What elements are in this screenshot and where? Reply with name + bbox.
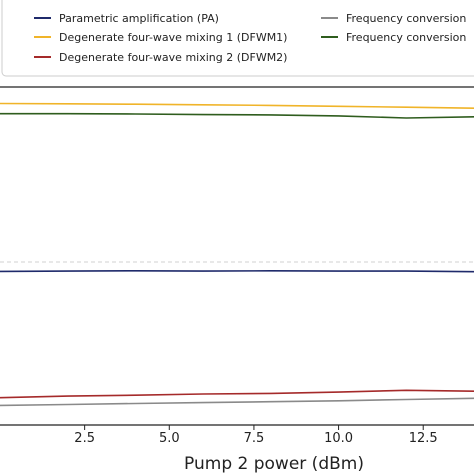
legend-entry: Parametric amplification (PA) <box>59 12 219 25</box>
series-line <box>0 389 474 399</box>
series-line <box>0 269 474 273</box>
x-tick-label: 12.5 <box>409 431 438 446</box>
legend: Parametric amplification (PA) Degenerate … <box>1 0 474 77</box>
x-tick-label: 2.5 <box>74 431 95 446</box>
series-line <box>0 102 474 109</box>
legend-frame <box>1 0 474 77</box>
x-tick-label: 5.0 <box>159 431 180 446</box>
legend-entry: Degenerate four-wave mixing 2 (DFWM2) <box>59 51 287 64</box>
x-tick-label: 7.5 <box>244 431 265 446</box>
legend-entry: Degenerate four-wave mixing 1 (DFWM1) <box>59 31 287 44</box>
x-axis-ticks: 2.5 5.0 7.5 10.0 12.5 <box>74 425 438 446</box>
legend-entry: Frequency conversion <box>346 31 466 44</box>
series-line <box>0 397 474 407</box>
x-tick-label: 10.0 <box>324 431 353 446</box>
plot-area <box>0 86 474 426</box>
x-axis-label: Pump 2 power (dBm) <box>184 454 364 474</box>
legend-entry: Frequency conversion <box>346 12 466 25</box>
series-line <box>0 112 474 119</box>
